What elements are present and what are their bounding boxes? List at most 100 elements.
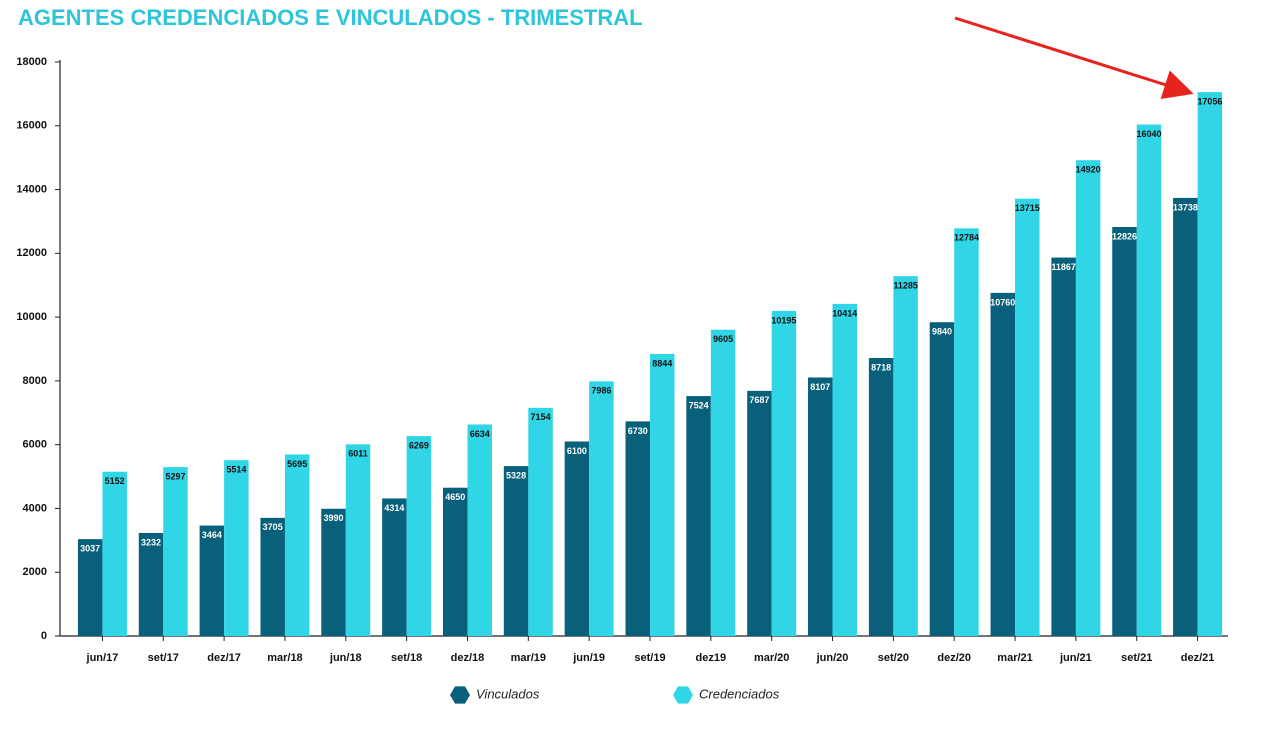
bar [771,310,797,636]
x-tick-label: set/20 [878,652,909,664]
bar [442,487,468,636]
value-label: 7687 [749,395,769,405]
bar [1136,124,1162,636]
bar [260,517,285,636]
y-tick-label: 12000 [16,247,47,259]
bar [321,508,346,636]
value-label: 3037 [80,544,100,554]
bar [138,532,164,636]
bar [564,441,590,636]
value-label: 7986 [591,386,611,396]
bar [954,228,979,636]
value-label: 9605 [713,334,733,344]
value-label: 10414 [832,308,857,318]
x-tick-label: set/18 [391,652,422,664]
value-label: 10195 [771,315,796,325]
value-label: 16040 [1136,129,1161,139]
bar [650,353,675,636]
bar [503,466,529,636]
bar [868,357,894,636]
y-tick-label: 6000 [23,439,47,451]
value-label: 12826 [1112,231,1137,241]
legend-marker [673,686,693,704]
bar [990,292,1016,636]
value-label: 5695 [287,459,307,469]
value-label: 10760 [990,297,1015,307]
x-tick-label: mar/20 [754,652,789,664]
bar [224,460,249,636]
x-tick-label: jun/17 [86,652,119,664]
x-tick-label: mar/21 [997,652,1032,664]
bar [77,539,103,636]
y-tick-label: 2000 [23,566,47,578]
x-tick-label: dez/21 [1181,652,1215,664]
value-label: 6100 [567,446,587,456]
value-label: 6269 [409,440,429,450]
x-tick-label: dez/20 [937,652,971,664]
value-label: 5297 [165,471,185,481]
value-label: 5152 [105,476,125,486]
bar [1075,160,1101,636]
x-tick-label: dez/17 [207,652,241,664]
value-label: 6011 [348,449,368,459]
value-label: 13738 [1173,202,1198,212]
chart-title: AGENTES CREDENCIADOS E VINCULADOS - TRIM… [18,5,643,30]
bar [382,498,407,636]
bar [102,471,127,636]
bar [528,407,553,636]
x-tick-label: dez/18 [451,652,485,664]
bar [467,424,492,636]
x-tick-label: mar/19 [511,652,546,664]
value-label: 6730 [628,426,648,436]
bar [686,396,711,636]
legend-marker [450,686,470,704]
bar [284,454,310,636]
bar [345,444,371,636]
value-label: 3232 [141,537,161,547]
value-label: 3990 [324,513,344,523]
bar [747,390,772,636]
x-tick-label: dez19 [696,652,727,664]
y-tick-label: 10000 [16,311,47,323]
value-label: 14920 [1076,165,1101,175]
bar [589,381,614,636]
x-tick-label: set/19 [634,652,665,664]
bar [832,303,858,636]
y-tick-label: 14000 [16,183,47,195]
value-label: 7524 [689,400,709,410]
annotation-arrow [954,16,1194,100]
x-tick-label: set/17 [148,652,179,664]
value-label: 5328 [506,470,526,480]
value-label: 8718 [871,362,891,372]
value-label: 4314 [384,503,404,513]
value-label: 7154 [531,412,551,422]
x-tick-label: mar/18 [267,652,302,664]
bar [1173,197,1198,636]
value-label: 4650 [445,492,465,502]
value-label: 5514 [226,465,246,475]
bar [710,329,736,636]
bar [625,421,650,636]
x-tick-label: jun/20 [816,652,849,664]
value-label: 17056 [1197,96,1222,106]
bar [1051,257,1076,636]
value-label: 11867 [1051,262,1076,272]
y-tick-label: 16000 [16,120,47,132]
bar [1112,226,1137,637]
value-label: 3705 [263,522,283,532]
x-tick-label: jun/19 [572,652,605,664]
x-tick-label: jun/21 [1059,652,1092,664]
bar [1197,92,1223,637]
y-tick-label: 0 [41,630,47,642]
value-label: 3464 [202,530,222,540]
y-tick-label: 4000 [23,502,47,514]
bar [929,322,955,636]
bar [1015,198,1040,636]
y-tick-label: 18000 [16,56,47,68]
legend-label: Vinculados [476,686,540,701]
value-label: 6634 [470,429,490,439]
x-tick-label: jun/18 [329,652,362,664]
x-tick-label: set/21 [1121,652,1152,664]
value-label: 8844 [652,358,672,368]
